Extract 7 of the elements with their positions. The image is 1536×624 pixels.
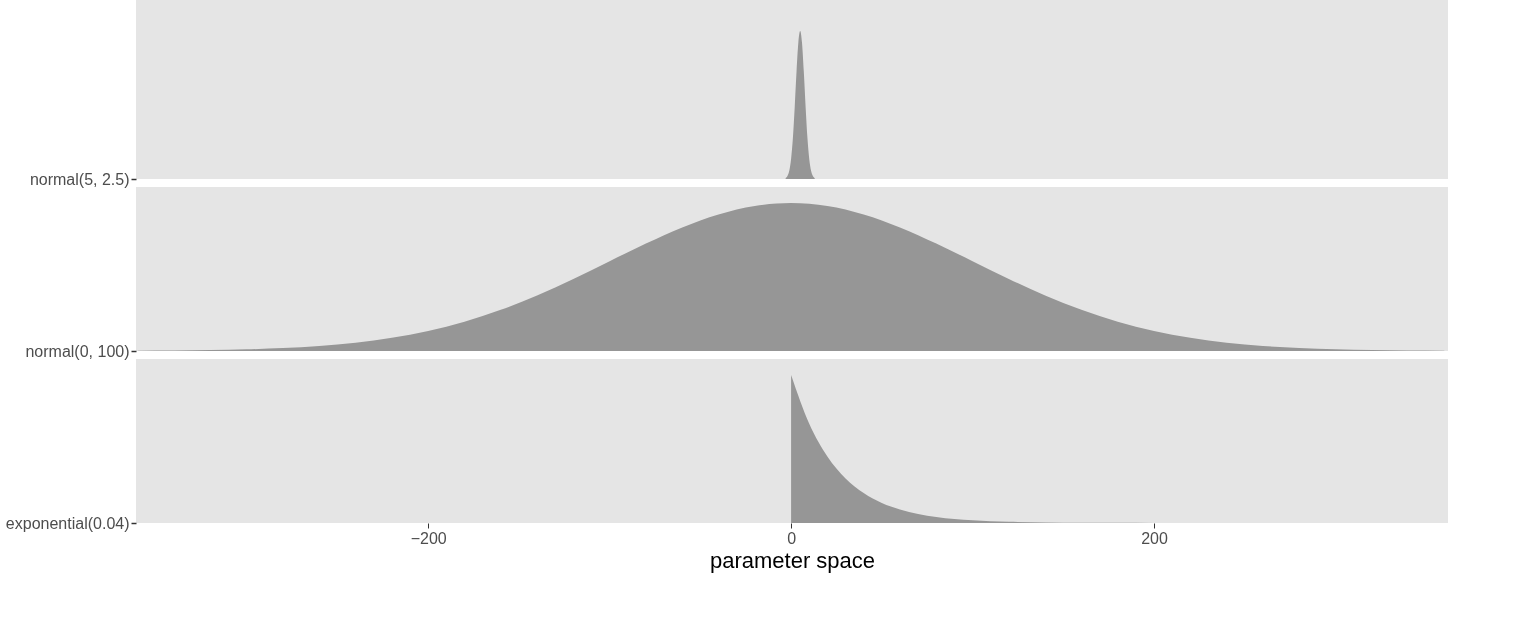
x-tick-label: −200 <box>410 529 447 547</box>
y-axis-title: normal(0, 100) <box>25 342 130 360</box>
x-axis-title: parameter space <box>709 547 876 573</box>
x-tick-label: 200 <box>1141 529 1168 547</box>
y-axis-title: exponential(0.04) <box>5 514 130 532</box>
x-tick-label: 0 <box>787 529 797 547</box>
y-axis-title: normal(5, 2.5) <box>29 170 130 188</box>
